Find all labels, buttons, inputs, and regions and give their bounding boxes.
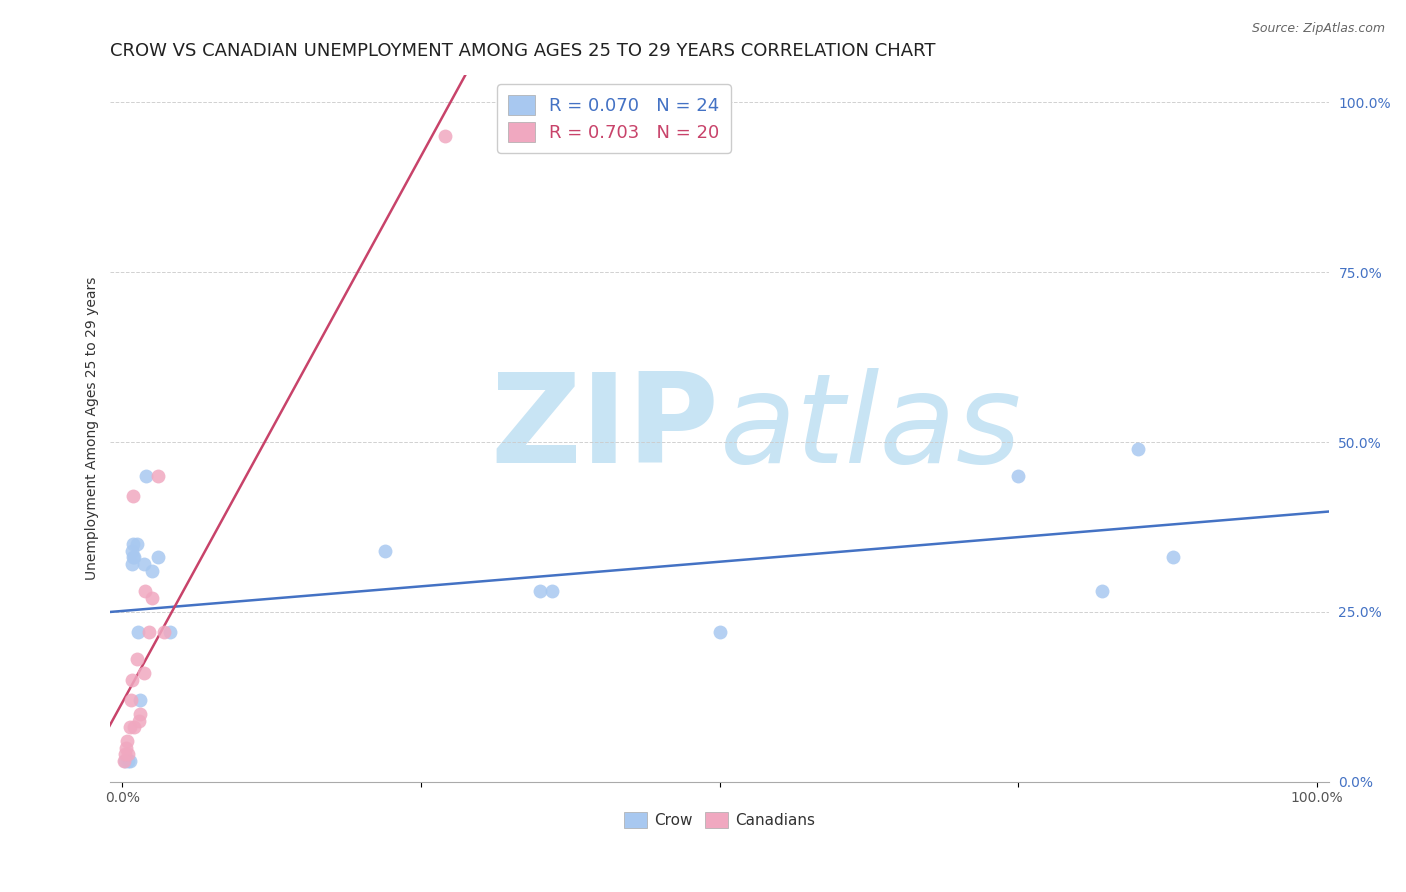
Point — [1091, 584, 1114, 599]
Point — [125, 537, 148, 551]
Point — [115, 740, 138, 755]
Point — [125, 652, 148, 666]
Point — [129, 706, 152, 721]
Point — [374, 543, 396, 558]
Point — [132, 665, 155, 680]
Point — [124, 720, 146, 734]
Point — [129, 693, 152, 707]
Point — [114, 747, 136, 762]
Point — [115, 734, 138, 748]
Point — [1163, 550, 1185, 565]
Point — [141, 591, 163, 606]
Text: CROW VS CANADIAN UNEMPLOYMENT AMONG AGES 25 TO 29 YEARS CORRELATION CHART: CROW VS CANADIAN UNEMPLOYMENT AMONG AGES… — [111, 42, 936, 60]
Legend: Crow, Canadians: Crow, Canadians — [617, 805, 821, 834]
Point — [114, 754, 136, 768]
Point — [128, 714, 150, 728]
Point — [135, 469, 157, 483]
Text: ZIP: ZIP — [491, 368, 720, 489]
Point — [118, 754, 141, 768]
Point — [127, 625, 149, 640]
Point — [433, 129, 456, 144]
Y-axis label: Unemployment Among Ages 25 to 29 years: Unemployment Among Ages 25 to 29 years — [86, 277, 100, 580]
Point — [153, 625, 176, 640]
Point — [148, 469, 170, 483]
Point — [112, 754, 135, 768]
Point — [529, 584, 551, 599]
Point — [138, 625, 160, 640]
Point — [1007, 469, 1029, 483]
Point — [709, 625, 731, 640]
Point — [141, 564, 163, 578]
Point — [121, 543, 143, 558]
Text: Source: ZipAtlas.com: Source: ZipAtlas.com — [1251, 22, 1385, 36]
Point — [121, 558, 143, 572]
Point — [121, 673, 143, 687]
Point — [122, 489, 145, 503]
Point — [122, 550, 145, 565]
Point — [122, 537, 145, 551]
Point — [159, 625, 181, 640]
Point — [120, 693, 142, 707]
Point — [132, 558, 155, 572]
Point — [148, 550, 170, 565]
Point — [134, 584, 156, 599]
Point — [541, 584, 564, 599]
Point — [117, 754, 139, 768]
Text: atlas: atlas — [720, 368, 1022, 489]
Point — [124, 550, 146, 565]
Point — [1126, 442, 1149, 456]
Point — [117, 747, 139, 762]
Point — [118, 720, 141, 734]
